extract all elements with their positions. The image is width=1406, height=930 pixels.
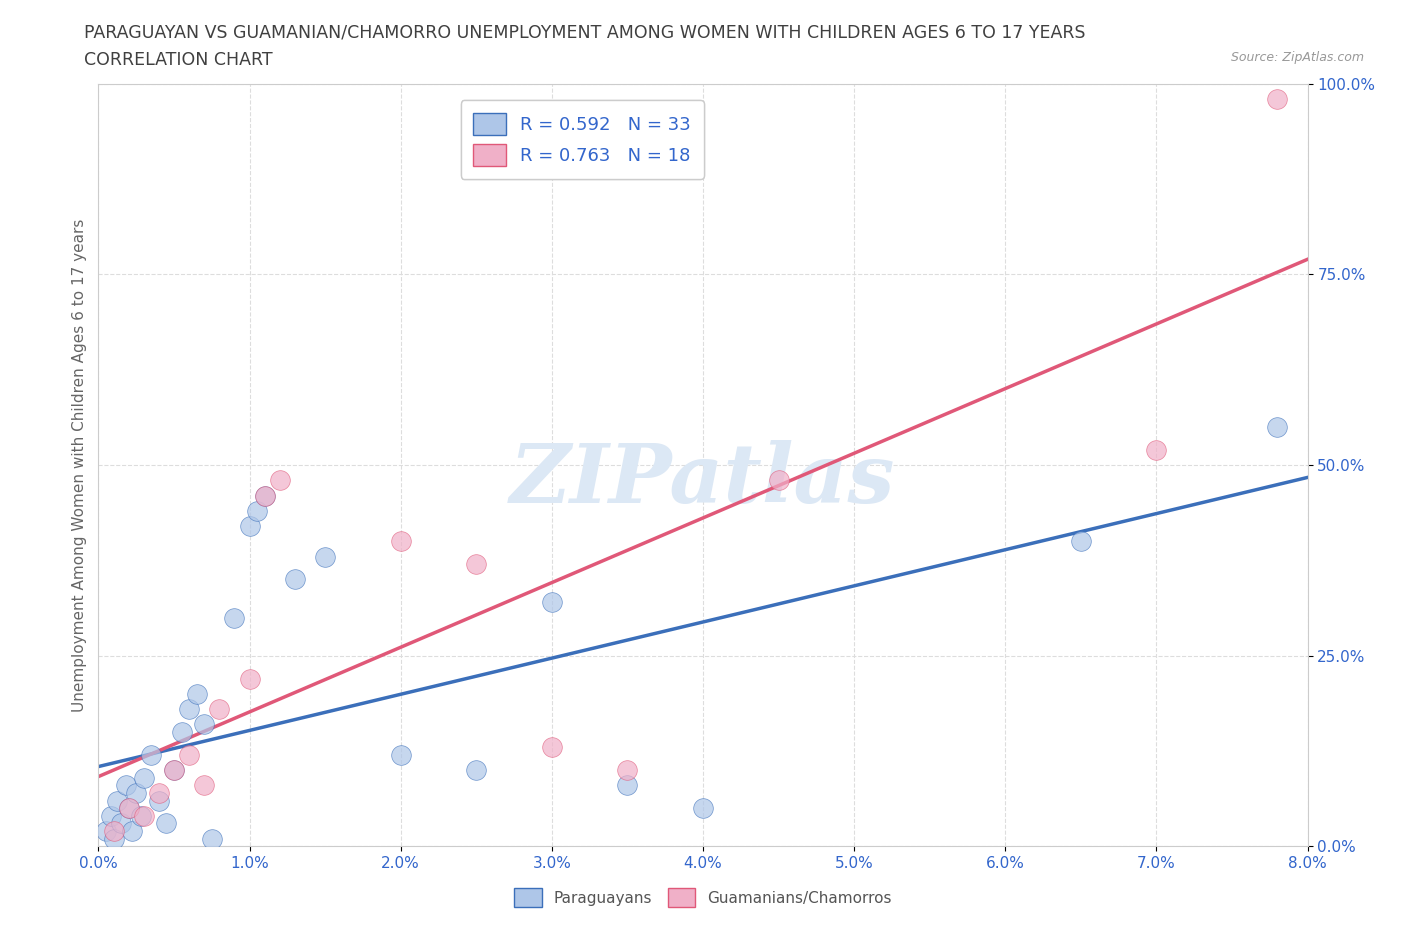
Point: [692, 801, 714, 816]
Point: [141, 748, 163, 763]
Point: [179, 748, 201, 763]
Point: [105, 793, 128, 808]
Point: [148, 786, 170, 801]
Point: [118, 801, 141, 816]
Point: [170, 724, 193, 739]
Point: [1267, 419, 1289, 434]
Point: [94, 824, 117, 839]
Point: [118, 801, 141, 816]
Point: [389, 748, 412, 763]
Text: ZIPatlas: ZIPatlas: [510, 440, 896, 520]
Point: [201, 831, 224, 846]
Point: [540, 595, 562, 610]
Point: [163, 763, 186, 777]
Point: [224, 610, 246, 625]
Point: [246, 503, 269, 518]
Legend: Paraguayans, Guamanians/Chamorros: Paraguayans, Guamanians/Chamorros: [508, 883, 898, 913]
Point: [540, 739, 562, 754]
Point: [110, 816, 132, 830]
Point: [193, 777, 215, 792]
Point: [208, 701, 231, 716]
Point: [314, 549, 336, 564]
Point: [163, 763, 186, 777]
Point: [132, 770, 155, 785]
Point: [616, 777, 638, 792]
Point: [132, 808, 155, 823]
Point: [616, 763, 638, 777]
Point: [253, 488, 276, 503]
Point: [253, 488, 276, 503]
Point: [148, 793, 170, 808]
Point: [239, 671, 262, 686]
Point: [269, 472, 291, 487]
Point: [1146, 443, 1168, 458]
Point: [389, 534, 412, 549]
Point: [125, 786, 148, 801]
Point: [121, 824, 143, 839]
Point: [103, 831, 125, 846]
Legend: R = 0.592   N = 33, R = 0.763   N = 18: R = 0.592 N = 33, R = 0.763 N = 18: [461, 100, 703, 179]
Point: [465, 557, 488, 572]
Text: PARAGUAYAN VS GUAMANIAN/CHAMORRO UNEMPLOYMENT AMONG WOMEN WITH CHILDREN AGES 6 T: PARAGUAYAN VS GUAMANIAN/CHAMORRO UNEMPLO…: [84, 23, 1085, 41]
Point: [284, 572, 307, 587]
Point: [1267, 91, 1289, 106]
Point: [103, 824, 125, 839]
Point: [193, 717, 215, 732]
Point: [179, 701, 201, 716]
Point: [114, 777, 136, 792]
Point: [239, 519, 262, 534]
Point: [465, 763, 488, 777]
Point: [186, 686, 208, 701]
Text: Source: ZipAtlas.com: Source: ZipAtlas.com: [1230, 51, 1364, 64]
Y-axis label: Unemployment Among Women with Children Ages 6 to 17 years: Unemployment Among Women with Children A…: [72, 219, 87, 711]
Point: [100, 808, 122, 823]
Point: [768, 472, 790, 487]
Point: [1070, 534, 1092, 549]
Point: [129, 808, 152, 823]
Point: [155, 816, 177, 830]
Text: CORRELATION CHART: CORRELATION CHART: [84, 51, 273, 69]
